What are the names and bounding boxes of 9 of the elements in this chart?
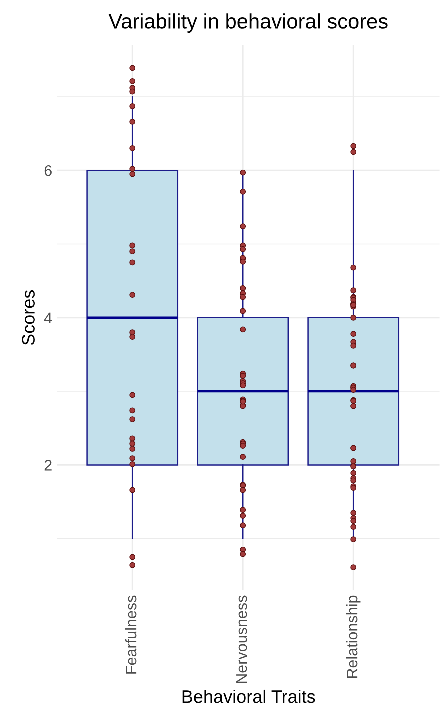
x-tick-label: Nervousness	[236, 596, 248, 684]
y-tick-label: 2	[44, 460, 52, 471]
chart-title: Variability in behavioral scores	[108, 14, 388, 34]
x-tick-label: Fearfulness	[125, 596, 137, 674]
y-tick-label: 4	[44, 312, 52, 324]
x-tick-label: Relationship	[346, 596, 361, 678]
y-axis-title: Scores	[22, 290, 35, 346]
y-tick-label: 6	[44, 165, 52, 176]
x-axis-title: Behavioral Traits	[182, 690, 316, 704]
